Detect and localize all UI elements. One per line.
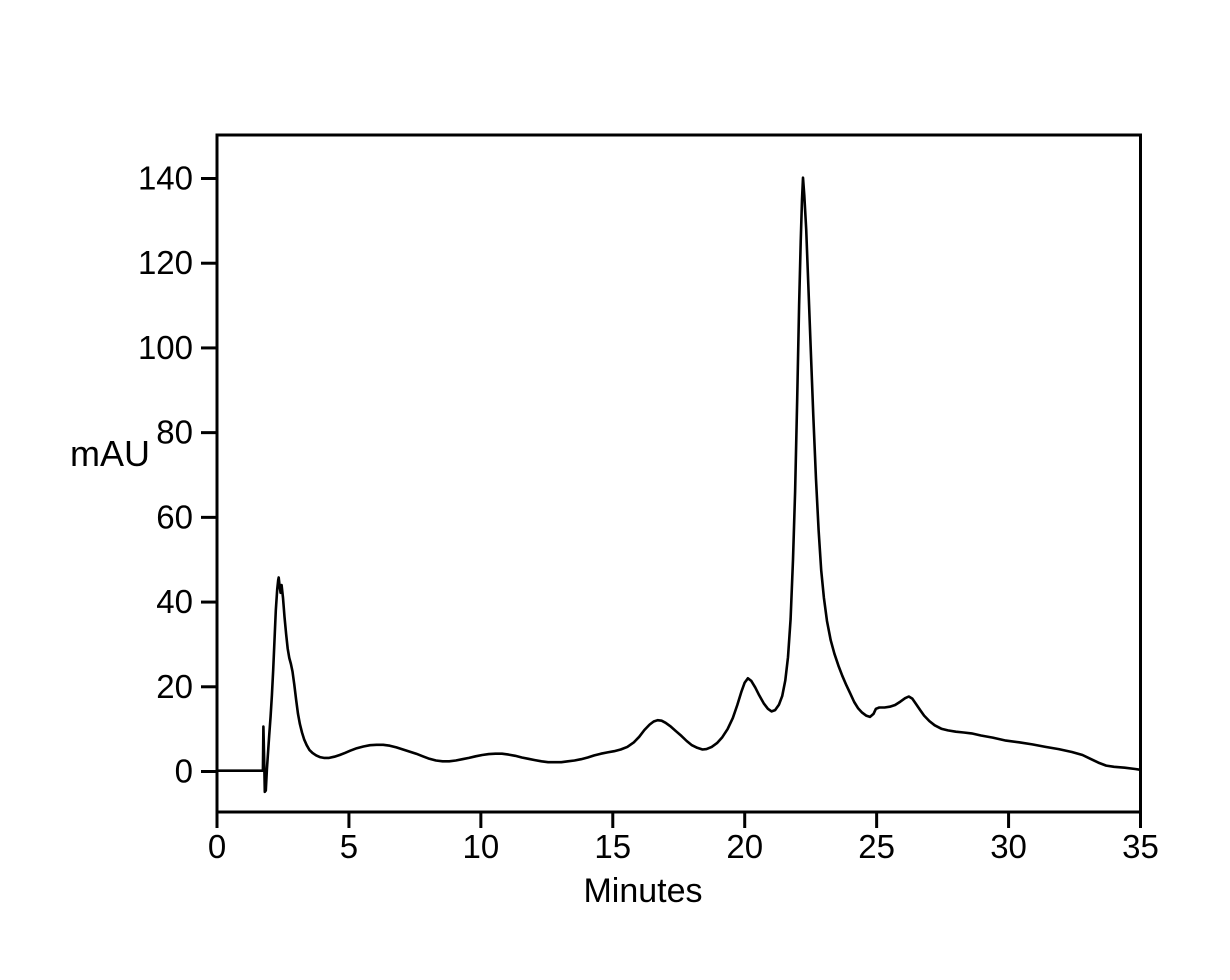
- y-tick-label: 80: [156, 414, 193, 451]
- x-tick-label: 15: [594, 828, 631, 865]
- signal-trace-layer: [215, 176, 1142, 794]
- x-tick-label: 35: [1122, 828, 1159, 865]
- y-tick-label: 100: [138, 329, 193, 366]
- y-tick-label: 120: [138, 244, 193, 281]
- x-tick-label: 25: [858, 828, 895, 865]
- x-tick-label: 30: [990, 828, 1027, 865]
- plot-frame-layer: [215, 133, 1142, 814]
- x-tick-label: 10: [462, 828, 499, 865]
- x-tick-label: 5: [340, 828, 358, 865]
- x-axis-title: Minutes: [583, 872, 702, 910]
- signal-trace: [215, 176, 1142, 794]
- x-tick-label: 20: [726, 828, 763, 865]
- y-tick-label: 60: [156, 498, 193, 535]
- y-tick-label: 40: [156, 583, 193, 620]
- y-axis-title: mAU: [70, 433, 150, 474]
- y-tick-label: 140: [138, 160, 193, 197]
- axis-tick-layer: 0 5 10 15 20 25 30 35 0 20 40 60 80 100 120 140: [138, 160, 1159, 865]
- y-tick-label: 20: [156, 668, 193, 705]
- y-tick-label: 0: [175, 753, 193, 790]
- x-tick-label: 0: [208, 828, 226, 865]
- plot-frame: [215, 133, 1142, 814]
